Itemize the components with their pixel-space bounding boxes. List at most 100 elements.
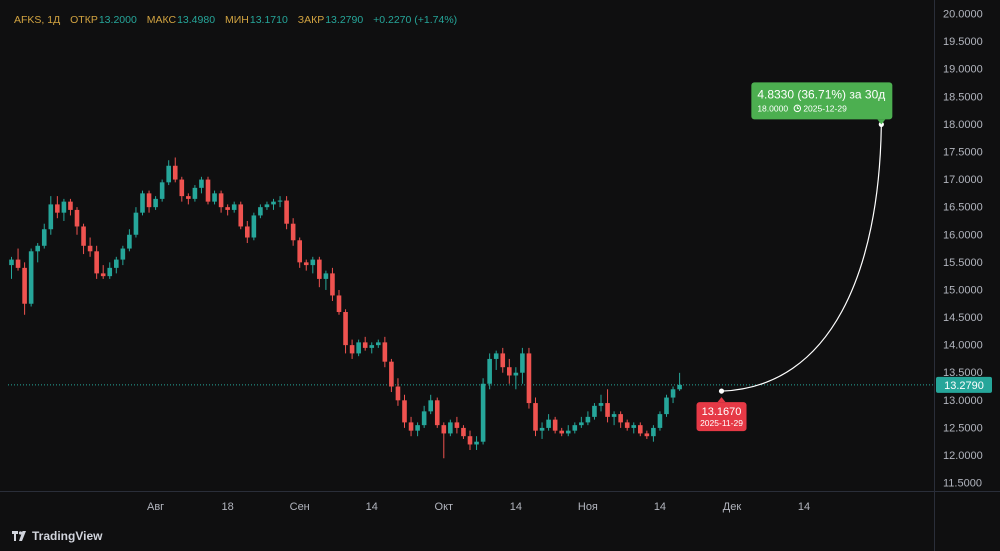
candle-body bbox=[428, 400, 433, 412]
candle-body bbox=[9, 259, 14, 266]
candle-body bbox=[245, 226, 250, 238]
candle bbox=[592, 403, 597, 420]
candle bbox=[402, 394, 407, 428]
candle bbox=[428, 394, 433, 415]
time-tick-label: 14 bbox=[654, 501, 666, 513]
candle bbox=[546, 414, 551, 431]
candle bbox=[28, 248, 34, 307]
candle bbox=[225, 204, 230, 216]
candle-body bbox=[677, 384, 682, 390]
candle bbox=[539, 422, 545, 439]
candle bbox=[264, 201, 270, 210]
candle-body bbox=[461, 427, 466, 437]
candle bbox=[238, 201, 244, 230]
candle-body bbox=[61, 201, 67, 213]
candle-body bbox=[376, 342, 381, 346]
candle-body bbox=[382, 342, 388, 362]
candle-body bbox=[212, 193, 217, 202]
candle bbox=[631, 422, 637, 434]
candle bbox=[140, 190, 145, 216]
candle bbox=[454, 416, 460, 434]
high-label: МАКС bbox=[146, 14, 177, 26]
candle bbox=[480, 378, 486, 445]
candle-body bbox=[68, 201, 73, 210]
candle bbox=[598, 394, 604, 412]
candle-body bbox=[336, 295, 342, 313]
price-tick-label: 11.5000 bbox=[943, 478, 982, 490]
candle bbox=[186, 193, 191, 205]
candle bbox=[474, 436, 479, 450]
forecast-curve bbox=[721, 124, 882, 392]
candle bbox=[507, 358, 512, 384]
symbol-label[interactable]: AFKS, 1Д bbox=[14, 14, 61, 26]
candle bbox=[343, 309, 348, 354]
candle bbox=[153, 196, 158, 210]
tradingview-logo[interactable]: TradingView bbox=[12, 529, 102, 543]
candle-body bbox=[186, 196, 191, 199]
candle-body bbox=[500, 353, 506, 368]
candle-body bbox=[231, 204, 237, 210]
low-value: 13.1710 bbox=[249, 14, 288, 26]
current-price-tag bbox=[936, 376, 992, 393]
candle bbox=[100, 265, 106, 279]
candle bbox=[166, 160, 171, 186]
candle-body bbox=[133, 212, 139, 235]
candle bbox=[376, 339, 381, 348]
candle bbox=[192, 185, 198, 202]
candle bbox=[218, 190, 224, 213]
price-tick-label: 18.0000 bbox=[943, 119, 983, 131]
price-tick-label: 15.5000 bbox=[943, 257, 983, 269]
candle bbox=[362, 336, 368, 351]
candle-body bbox=[559, 430, 564, 434]
candle bbox=[310, 256, 316, 274]
candle-body bbox=[369, 345, 375, 348]
candle-body bbox=[290, 223, 296, 241]
candle bbox=[585, 411, 591, 426]
candle bbox=[611, 411, 617, 426]
candle-body bbox=[664, 397, 669, 415]
candle-body bbox=[199, 179, 204, 188]
candle-body bbox=[258, 207, 263, 216]
candle bbox=[114, 256, 119, 274]
candle-body bbox=[513, 372, 519, 376]
candle bbox=[61, 198, 67, 221]
forecast-start-price: 13.1670 bbox=[702, 406, 742, 418]
brand-name: TradingView bbox=[32, 529, 103, 543]
candle bbox=[382, 336, 388, 368]
candle-body bbox=[166, 165, 171, 183]
candle-body bbox=[107, 267, 113, 277]
candle bbox=[231, 201, 237, 213]
candle bbox=[15, 248, 21, 271]
candle-body bbox=[35, 245, 40, 252]
candle-body bbox=[670, 389, 676, 398]
candle-body bbox=[343, 312, 348, 346]
ohlc-header: AFKS, 1Д ОТКР13.2000 МАКС13.4980 МИН13.1… bbox=[14, 14, 458, 26]
candle bbox=[68, 198, 73, 216]
candle-body bbox=[225, 207, 230, 210]
candle bbox=[87, 237, 93, 257]
candle-body bbox=[644, 433, 650, 437]
candle-body bbox=[533, 403, 538, 431]
candle bbox=[107, 262, 113, 279]
candle bbox=[330, 267, 335, 301]
candle-body bbox=[493, 353, 499, 359]
candle-body bbox=[579, 422, 584, 426]
candle bbox=[179, 176, 185, 202]
candle-body bbox=[349, 345, 355, 354]
candle bbox=[94, 245, 99, 279]
candle bbox=[369, 342, 375, 354]
candle-body bbox=[218, 193, 224, 208]
candle bbox=[55, 196, 60, 219]
forecast-start-box bbox=[696, 402, 747, 432]
candle-body bbox=[146, 193, 152, 208]
time-tick-label: 14 bbox=[366, 501, 378, 513]
candle-body bbox=[297, 240, 302, 263]
candle bbox=[297, 237, 302, 268]
candle bbox=[605, 389, 610, 423]
candle-body bbox=[624, 422, 630, 428]
candle-body bbox=[389, 361, 394, 387]
candle bbox=[670, 386, 676, 404]
candle-body bbox=[323, 273, 329, 279]
